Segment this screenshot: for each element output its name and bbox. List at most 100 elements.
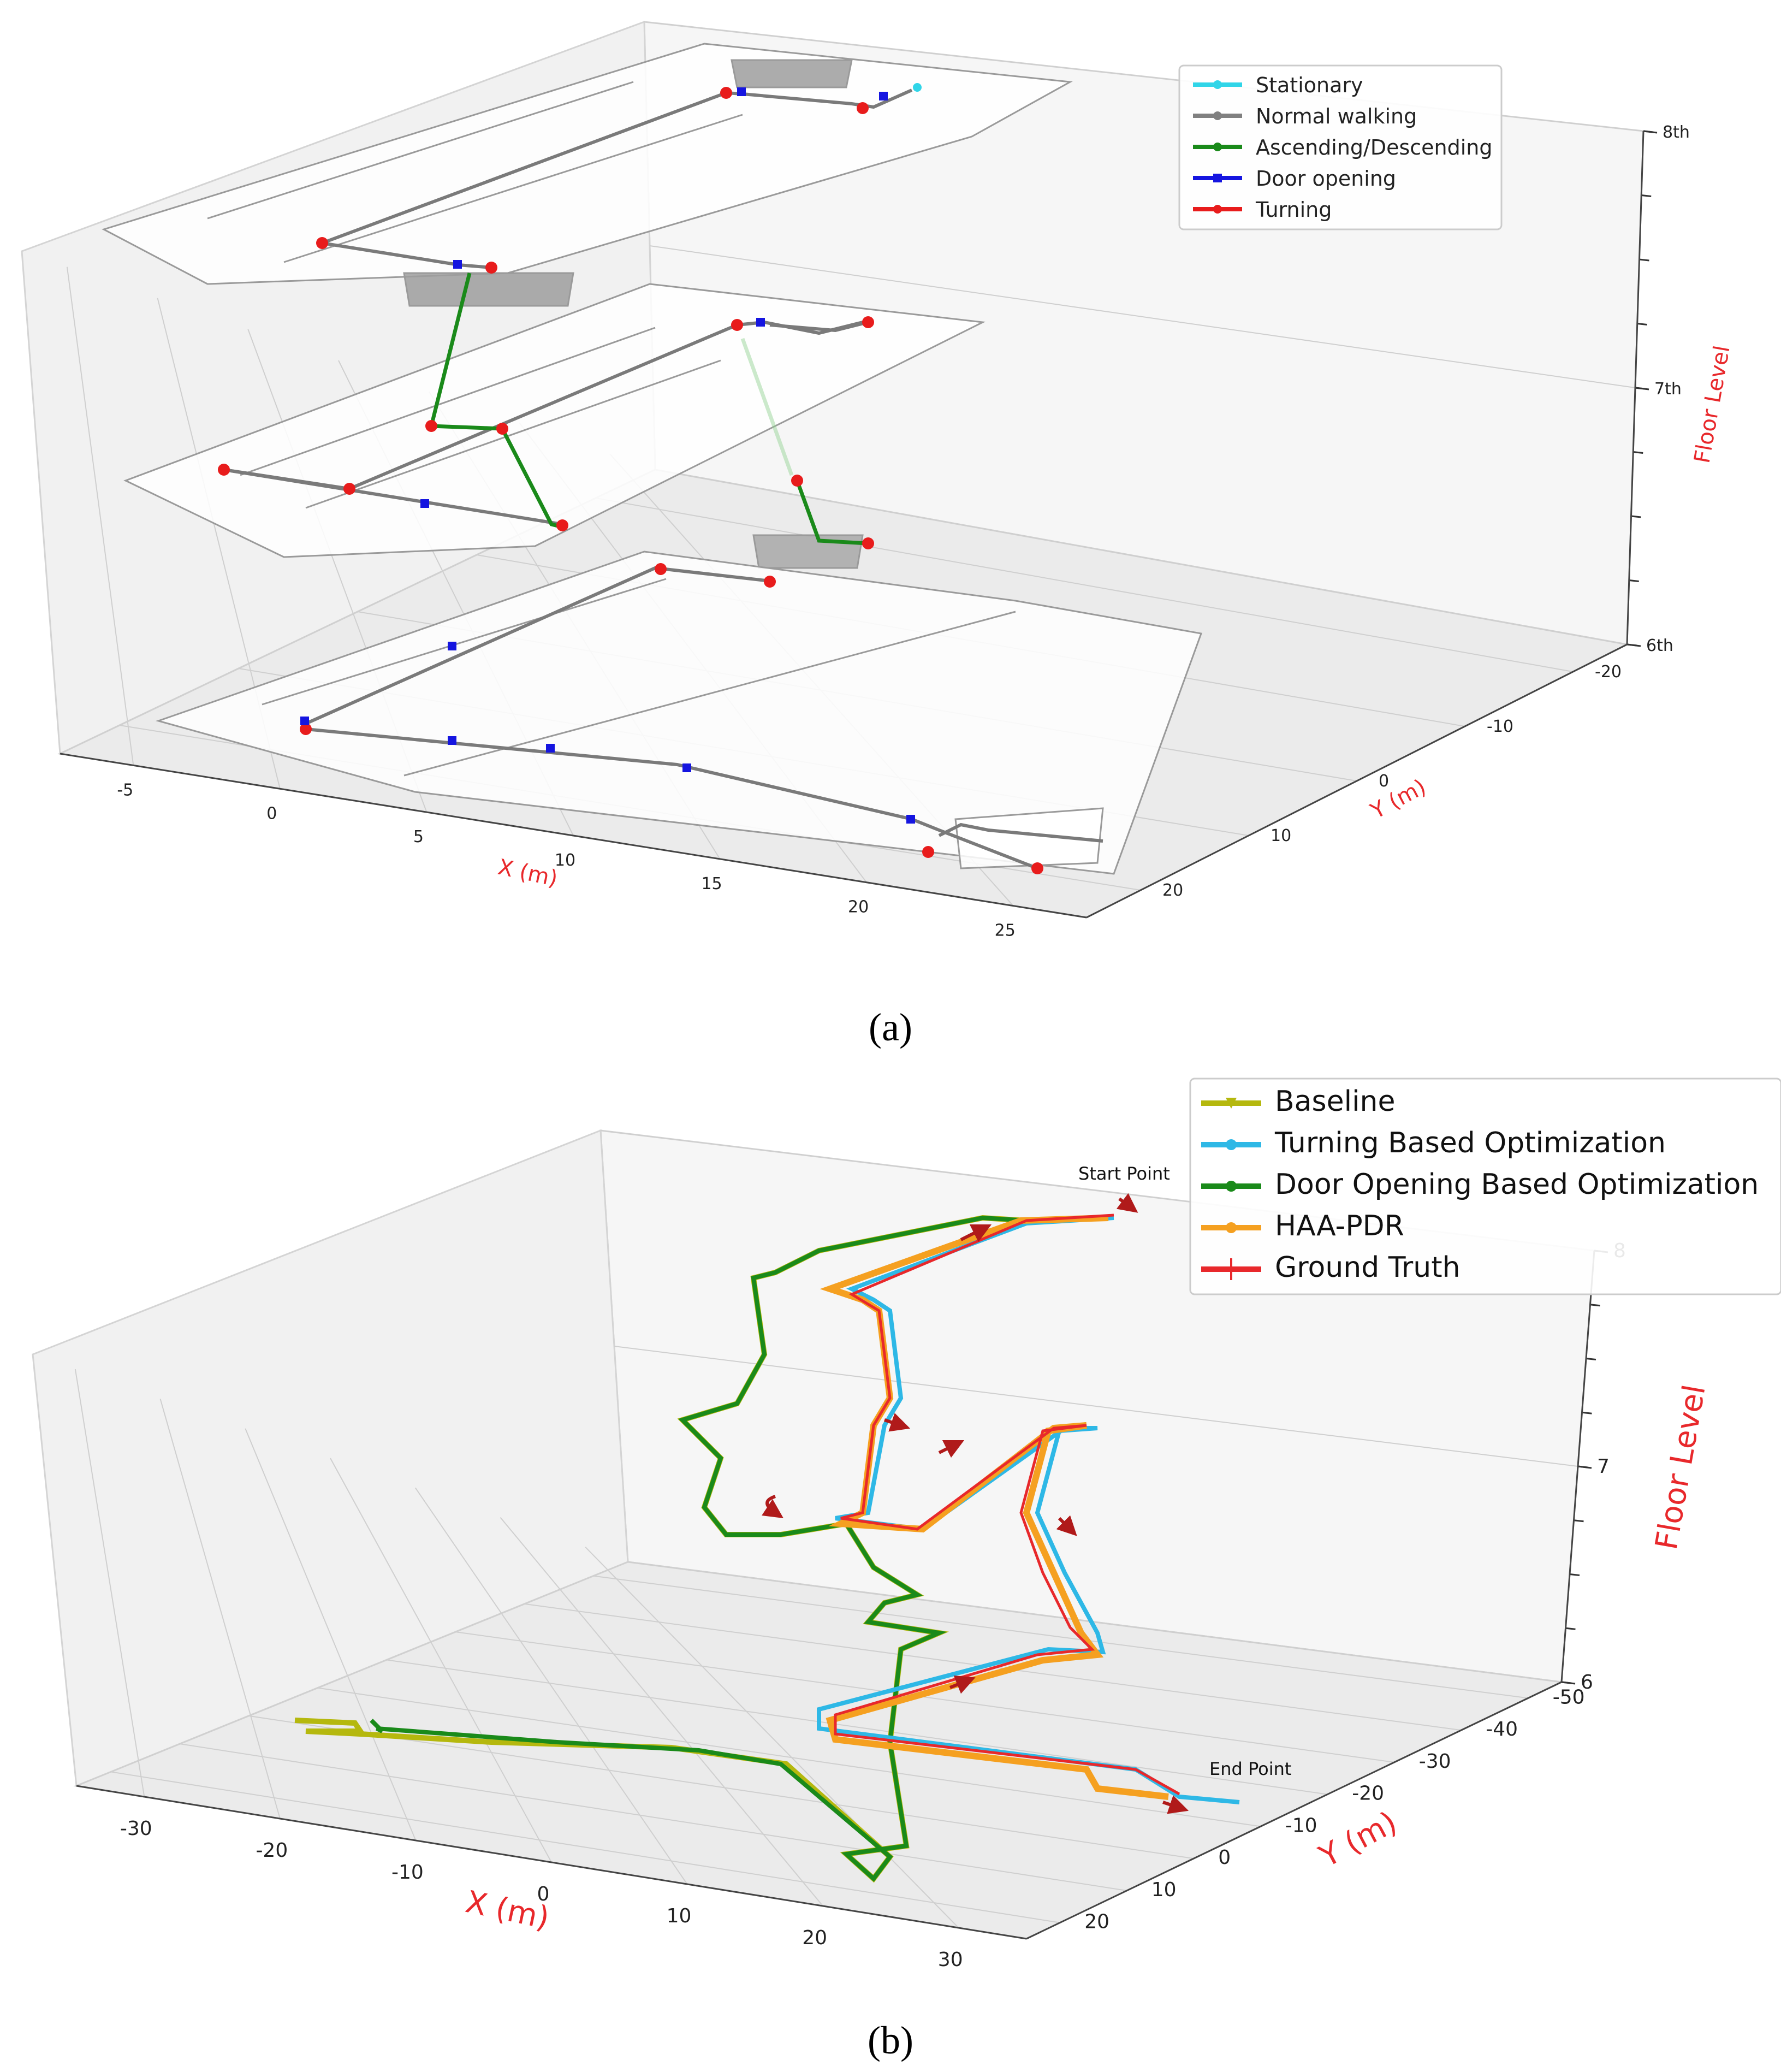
normal-walking-6th-tail	[938, 822, 1103, 843]
z-minor-tick	[1639, 258, 1649, 262]
turning-point	[556, 519, 568, 531]
panel-a-x-label: X (m)	[496, 855, 560, 892]
panel-a-legend-box	[1178, 64, 1503, 230]
direction-arrow	[884, 1413, 911, 1432]
legend-entry: Turning Based Optimization	[1201, 1127, 1666, 1159]
grid-line-y	[455, 1631, 1394, 1763]
panel-a-legend: Stationary Normal walking Ascending/Descen…	[1178, 64, 1503, 230]
door-opening-point	[737, 87, 746, 96]
x-tick-label: 5	[413, 827, 424, 846]
legend-entry: Baseline	[1201, 1085, 1395, 1118]
z-minor-tick	[1633, 451, 1643, 454]
floor-plan-8th-wall	[283, 114, 743, 263]
panel-a-caption: (a)	[869, 1005, 912, 1049]
panel-a-z-label: Floor Level	[1690, 344, 1735, 465]
door-opening-point	[906, 815, 915, 824]
grid-line-y	[180, 1743, 1127, 1891]
turning-point	[343, 483, 355, 495]
legend-entry: Door Opening Based Optimization	[1201, 1168, 1759, 1201]
stationary-points	[913, 83, 922, 92]
stairs-7-to-6	[795, 479, 869, 546]
door-opening-point	[300, 717, 309, 725]
legend-marker	[1226, 1098, 1237, 1109]
z-axis-line	[1560, 1250, 1595, 1683]
z-minor-tick	[1626, 643, 1637, 647]
grid-line-z	[627, 1561, 1562, 1683]
legend-marker	[1213, 174, 1222, 182]
turning-point	[316, 237, 328, 249]
x-tick-label: 25	[995, 921, 1016, 940]
legend-marker	[1226, 1139, 1237, 1150]
floor-plan-7th-core	[752, 534, 864, 569]
floor-plan-6th	[155, 550, 1203, 875]
door-opening-path	[370, 1215, 1027, 1882]
legend-label: Normal walking	[1256, 104, 1417, 128]
x-tick-label: -30	[120, 1818, 152, 1840]
panel-a-y-label: Y (m)	[1366, 774, 1430, 824]
door-opening-point	[453, 260, 462, 269]
z-minor-tick	[1574, 1519, 1584, 1523]
y-tick-label: -30	[1419, 1750, 1451, 1773]
grid-line-x	[66, 267, 134, 766]
z-minor-tick	[1569, 1573, 1580, 1576]
legend-marker	[1226, 1181, 1237, 1192]
z-tick-label: 6th	[1646, 636, 1673, 655]
panel-b-z-label: Floor Level	[1649, 1382, 1713, 1553]
door-opening-point	[546, 744, 555, 753]
y-tick-label: 0	[1218, 1846, 1231, 1869]
legend-entry: Stationary	[1193, 73, 1363, 97]
door-opening-point	[448, 642, 456, 650]
grid-line-y	[248, 1715, 1194, 1860]
z-minor-tick	[1631, 515, 1641, 518]
turning-point	[731, 319, 743, 331]
y-tick-label: 10	[1271, 826, 1291, 845]
z-minor-tick	[1641, 194, 1652, 197]
y-tick-label: 20	[1162, 881, 1183, 900]
trajectory-ground-truth	[834, 1213, 1180, 1796]
end-point-annotation: End Point	[1209, 1759, 1291, 1779]
legend-label: Ascending/Descending	[1256, 135, 1493, 159]
x-tick-label: 20	[848, 898, 869, 917]
z-minor-tick	[1561, 1681, 1572, 1684]
ground-truth-path	[834, 1213, 1180, 1796]
panel-a-ticks: -5 0 5 10 15 20 25 20 10 0 -10 -20 6th 7th 8th	[60, 123, 1690, 940]
legend-marker	[1226, 1222, 1237, 1233]
start-point-annotation: Start Point	[1078, 1163, 1170, 1184]
turning-point	[1031, 862, 1043, 874]
z-minor-tick	[1586, 1358, 1596, 1360]
y-tick-label: 20	[1084, 1911, 1109, 1933]
x-tick-label: 30	[938, 1949, 963, 1971]
grid-line-x	[159, 1399, 281, 1819]
x-tick-label: 10	[667, 1905, 692, 1927]
direction-arrow	[762, 1495, 783, 1518]
grid-line-x	[330, 1458, 552, 1863]
panel-b-legend: Baseline Turning Based Optimization Door O…	[1189, 1078, 1781, 1295]
normal-walking-7th-right	[769, 321, 869, 333]
y-tick-label: -50	[1553, 1686, 1585, 1708]
door-opening-point	[420, 499, 429, 508]
y-tick-label: -10	[1285, 1814, 1317, 1837]
legend-entry: Normal walking	[1193, 104, 1417, 128]
floor-plan-8th-core	[403, 272, 574, 307]
legend-marker	[1213, 111, 1222, 120]
panel-b-legend-box	[1189, 1078, 1781, 1295]
z-minor-tick	[1582, 1411, 1592, 1414]
trajectory-turning	[817, 1216, 1240, 1804]
x-tick-label: 20	[802, 1927, 827, 1949]
floor-plan-6th-room	[954, 807, 1104, 869]
x-tick-label: -5	[117, 780, 133, 800]
legend-entry: Ground Truth	[1201, 1251, 1461, 1284]
legend-label: Baseline	[1275, 1085, 1395, 1118]
trajectory-door-opening	[370, 1215, 1027, 1882]
direction-arrow	[960, 1224, 992, 1242]
legend-label: Door Opening Based Optimization	[1275, 1168, 1759, 1201]
door-opening-point	[682, 763, 691, 772]
door-opening-point	[756, 318, 765, 327]
direction-arrow	[938, 1440, 965, 1458]
turning-point	[922, 846, 934, 858]
legend-entry: Ascending/Descending	[1193, 135, 1493, 159]
y-tick-label: -20	[1352, 1783, 1384, 1805]
y-axis-line	[1086, 643, 1628, 919]
normal-walking-7th-left	[223, 468, 563, 526]
